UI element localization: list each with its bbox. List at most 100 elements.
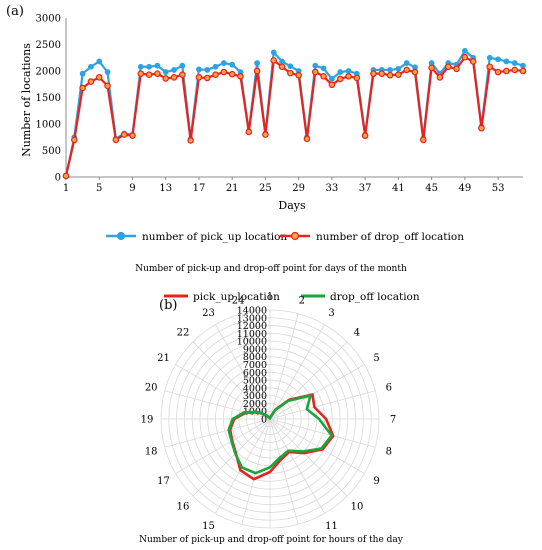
data-point — [312, 62, 319, 69]
radar-spoke — [164, 418, 271, 448]
data-point — [494, 68, 502, 76]
data-point — [411, 68, 419, 76]
radar-legend: pick_up location drop_off location — [164, 291, 420, 303]
radar-category-label: 6 — [386, 383, 392, 394]
data-point — [278, 63, 286, 71]
data-point — [328, 76, 335, 82]
data-point — [287, 63, 294, 70]
data-point — [320, 65, 327, 72]
radar-radial-tick: 4000 — [243, 383, 267, 394]
data-point — [503, 67, 510, 75]
data-point — [345, 68, 352, 74]
radar-spoke — [269, 418, 348, 497]
data-point — [154, 70, 161, 77]
data-point — [71, 136, 78, 144]
data-point — [196, 66, 202, 73]
data-point — [337, 69, 344, 75]
y-tick-label: 500 — [42, 146, 61, 157]
x-tick-label: 29 — [292, 183, 305, 194]
data-point — [95, 74, 103, 81]
data-point — [428, 60, 435, 66]
radar-radial-tick: 13000 — [237, 313, 267, 324]
radar-category-label: 2 — [299, 296, 305, 307]
radar-spoke — [269, 418, 365, 474]
data-point — [419, 136, 427, 144]
data-point — [386, 71, 394, 79]
data-point — [79, 84, 86, 92]
radar-category-label: 9 — [373, 476, 379, 487]
legend-swatch-marker — [290, 231, 300, 241]
radar-spoke — [269, 418, 376, 448]
radar-radial-tick: 9000 — [243, 344, 267, 355]
data-point — [237, 73, 244, 80]
x-tick-label: 33 — [326, 183, 339, 194]
legend-swatch-marker — [116, 231, 126, 241]
data-point — [311, 68, 319, 76]
radar-radial-tick: 5000 — [243, 376, 267, 387]
data-point — [104, 69, 111, 75]
line-chart-days: 0 500 1000 1500 2000 2500 3000 1 5 9 13 17 21 25 29 33… — [20, 14, 527, 243]
data-point — [179, 71, 186, 79]
radar-category-label: 3 — [328, 308, 334, 319]
data-point — [287, 69, 294, 77]
radar-spoke — [269, 418, 299, 525]
radar-spoke — [164, 390, 271, 420]
line-chart-legend: number of pick_up location number of drop… — [106, 231, 464, 243]
radar-radial-tick: 11000 — [237, 329, 267, 340]
data-point — [104, 82, 111, 90]
radar-category-label: 5 — [373, 353, 379, 364]
x-tick-label: 49 — [458, 183, 471, 194]
data-point — [461, 47, 468, 54]
x-tick-label: 53 — [492, 183, 505, 194]
data-point — [336, 75, 344, 83]
radar-spoke — [269, 324, 325, 420]
radar-radial-tick: 12000 — [237, 321, 267, 332]
data-point — [345, 73, 352, 80]
data-point — [403, 60, 410, 66]
radar-category-labels: 123456789101112131415161718192021222324 — [141, 292, 397, 533]
legend-item: pick_up location — [164, 291, 280, 303]
data-point — [270, 49, 277, 56]
radar-category-label: 7 — [390, 415, 396, 426]
x-tick-label: 5 — [96, 183, 102, 194]
radar-category-label: 10 — [351, 501, 364, 512]
y-tick-label: 0 — [55, 173, 61, 184]
data-point — [519, 67, 527, 75]
data-point — [171, 67, 177, 73]
radar-spoke — [269, 364, 365, 420]
radar-radial-tick: 0 — [261, 415, 267, 426]
radar-spoke — [269, 418, 325, 514]
data-point — [146, 63, 152, 70]
radar-category-label: 11 — [325, 521, 338, 532]
radar-spoke — [269, 313, 299, 420]
radar-category-label: 18 — [145, 446, 158, 457]
y-axis-title: Number of locations — [20, 43, 33, 157]
series-dropoff — [62, 53, 527, 180]
x-tick-label: 21 — [226, 183, 239, 194]
radar-category-label: 23 — [202, 308, 215, 319]
x-tick-label: 41 — [392, 183, 405, 194]
data-point — [395, 71, 402, 79]
data-point — [170, 74, 178, 81]
legend-label: pick_up location — [193, 291, 280, 303]
data-point — [79, 70, 86, 77]
radar-spoke — [215, 324, 271, 420]
caption-b: Number of pick-up and drop-off point for… — [139, 535, 403, 545]
data-point — [145, 71, 153, 79]
data-point — [428, 64, 435, 72]
data-point — [461, 53, 469, 61]
x-tick-label: 37 — [359, 183, 372, 194]
legend-item: drop_off location — [301, 291, 420, 303]
data-point — [220, 60, 227, 66]
data-point — [212, 63, 219, 70]
x-tick-label: 13 — [159, 183, 172, 194]
radar-spoke — [192, 418, 271, 497]
legend-label: number of drop_off location — [316, 231, 464, 243]
data-point — [478, 124, 485, 132]
data-point — [162, 69, 169, 75]
radar-spoke — [241, 313, 271, 420]
legend-item: number of drop_off location — [280, 231, 464, 243]
radar-series-line — [227, 394, 333, 475]
radar-category-label: 24 — [232, 296, 245, 307]
data-point — [370, 70, 377, 77]
